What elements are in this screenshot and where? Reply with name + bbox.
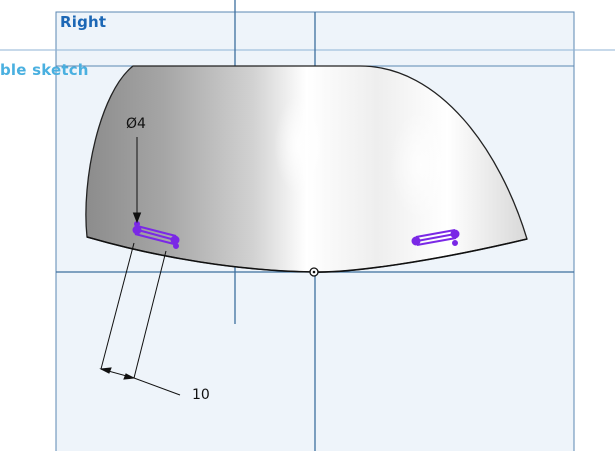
diameter-dimension-label[interactable]: Ø4 — [126, 116, 146, 132]
length-dimension-label[interactable]: 10 — [192, 387, 210, 403]
surface-highlight-right — [390, 110, 450, 220]
slot-sketch-left[interactable] — [132, 221, 180, 249]
slot-sketch-right[interactable] — [411, 229, 460, 246]
origin-point-icon[interactable] — [309, 267, 319, 277]
surface-highlight — [274, 95, 326, 195]
right-plane-label[interactable]: Right — [60, 13, 107, 31]
diameter-dimension[interactable] — [132, 137, 142, 224]
length-dimension[interactable] — [99, 242, 181, 396]
sketch-name-label[interactable]: ble sketch — [0, 61, 89, 79]
